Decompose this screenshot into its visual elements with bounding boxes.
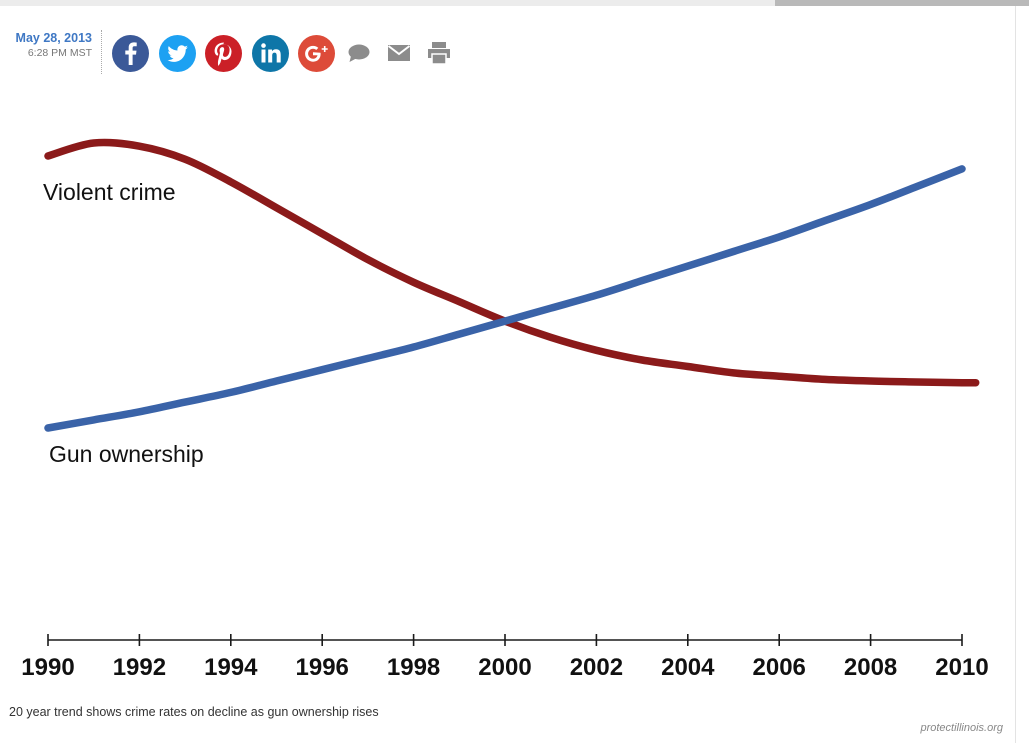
- x-tick-label: 1996: [296, 654, 349, 681]
- facebook-share-button[interactable]: [112, 34, 149, 72]
- x-tick-label: 2002: [570, 654, 623, 681]
- x-tick-label: 1990: [21, 654, 74, 681]
- gun-ownership-line: [44, 165, 966, 432]
- publish-date: May 28, 2013: [15, 31, 92, 45]
- print-button[interactable]: [427, 41, 451, 65]
- x-tick-label: 2004: [661, 654, 715, 681]
- share-bar: [112, 34, 465, 72]
- linkedin-share-button[interactable]: [251, 34, 289, 72]
- google-plus-icon: [305, 45, 328, 62]
- dateline: May 28, 2013 6:28 PM MST: [6, 31, 92, 60]
- google-plus-share-button[interactable]: [298, 34, 335, 72]
- twitter-share-button[interactable]: [158, 34, 196, 72]
- pinterest-share-button[interactable]: [205, 34, 242, 72]
- email-icon: [387, 45, 410, 61]
- series-layer: [44, 138, 980, 432]
- pinterest-icon: [214, 42, 232, 66]
- x-axis: 1990 1992 1994 1996 1998 2000 2002 2004 2006 2008…: [21, 634, 989, 681]
- x-tick-label: 2000: [478, 654, 531, 681]
- print-icon: [427, 42, 450, 65]
- x-tick-label: 2006: [753, 654, 806, 681]
- x-tick-label: 1992: [113, 654, 166, 681]
- dateline-divider: [101, 30, 102, 74]
- top-bar-accent: [775, 0, 1029, 6]
- gun-ownership-label: Gun ownership: [49, 441, 204, 467]
- content-border: [1015, 6, 1016, 743]
- x-tick-label: 2010: [935, 654, 988, 681]
- x-tick-label: 1998: [387, 654, 440, 681]
- top-bar: [0, 0, 775, 6]
- comment-icon: [348, 44, 369, 62]
- linkedin-icon: [260, 42, 281, 62]
- violent-crime-line: [44, 138, 980, 387]
- x-tick-label: 1994: [204, 654, 258, 681]
- series-label-layer: Violent crime Gun ownership: [43, 179, 204, 467]
- chart-caption: 20 year trend shows crime rates on decli…: [9, 705, 379, 719]
- email-button[interactable]: [387, 44, 411, 62]
- facebook-icon: [125, 41, 137, 65]
- comment-button[interactable]: [347, 42, 371, 64]
- x-tick-label: 2008: [844, 654, 897, 681]
- twitter-icon: [166, 44, 188, 62]
- chart-source: protectillinois.org: [920, 722, 1003, 734]
- violent-crime-label: Violent crime: [43, 179, 176, 205]
- publish-time: 6:28 PM MST: [27, 47, 92, 59]
